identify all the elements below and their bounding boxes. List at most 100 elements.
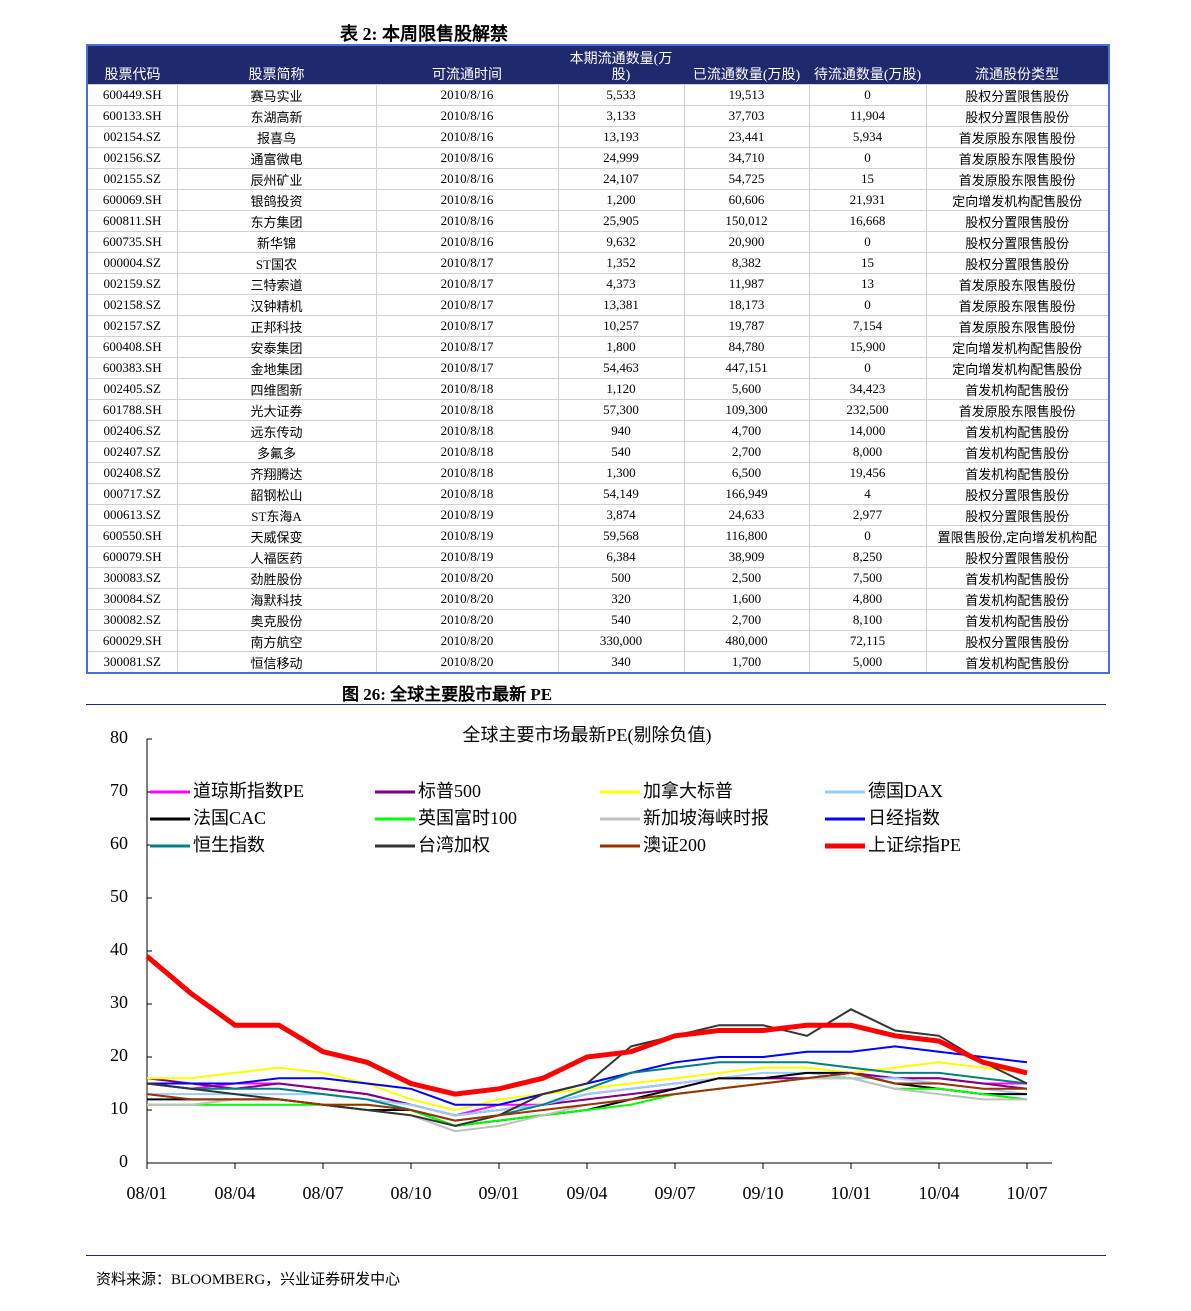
legend-label: 澳证200 <box>643 835 706 855</box>
table-cell: 24,633 <box>683 504 810 526</box>
y-tick-label: 60 <box>110 833 128 853</box>
table-cell: 天威保变 <box>176 525 377 547</box>
table-cell: 300084.SZ <box>86 588 178 610</box>
table-cell: 34,710 <box>683 147 810 169</box>
table-cell: 600383.SH <box>86 357 178 379</box>
table-cell: 2010/8/18 <box>375 399 559 421</box>
table-cell: 1,800 <box>557 336 685 358</box>
table-cell: 正邦科技 <box>176 315 377 337</box>
table-cell: 000613.SZ <box>86 504 178 526</box>
table-cell: 002407.SZ <box>86 441 178 463</box>
table-cell: 1,120 <box>557 378 685 400</box>
table-cell: 19,513 <box>683 84 810 106</box>
table-cell: 远东传动 <box>176 420 377 442</box>
table-cell: 首发原股东限售股份 <box>925 399 1110 421</box>
table-cell: 汉钟精机 <box>176 294 377 316</box>
y-tick-label: 40 <box>110 939 128 959</box>
table-cell: 002408.SZ <box>86 462 178 484</box>
table-cell: 股权分置限售股份 <box>925 210 1110 232</box>
table-cell: ST国农 <box>176 252 377 274</box>
table-cell: 19,456 <box>808 462 927 484</box>
y-tick-label: 80 <box>110 727 128 747</box>
table-cell: 2,700 <box>683 609 810 631</box>
table-row: 600550.SH 天威保变 2010/8/19 59,568 116,800 0 置限售股… <box>86 525 1110 547</box>
table-row: 002405.SZ 四维图新 2010/8/18 1,120 5,600 34,423 首发… <box>86 378 1110 400</box>
table-cell: 2010/8/20 <box>375 588 559 610</box>
table-cell: 恒信移动 <box>176 651 377 674</box>
column-header: 待流通数量(万股) <box>809 45 926 85</box>
table-row: 002407.SZ 多氟多 2010/8/18 540 2,700 8,000 首发机构配售… <box>86 441 1110 463</box>
table-cell: 3,874 <box>557 504 685 526</box>
table-cell: 2010/8/16 <box>375 147 559 169</box>
table-cell: 0 <box>808 525 927 547</box>
table-cell: 8,000 <box>808 441 927 463</box>
table-cell: 300082.SZ <box>86 609 178 631</box>
table-row: 600408.SH 安泰集团 2010/8/17 1,800 84,780 15,900 定… <box>86 336 1110 358</box>
table-cell: 定向增发机构配售股份 <box>925 357 1110 379</box>
table-cell: 7,500 <box>808 567 927 589</box>
table-cell: 首发原股东限售股份 <box>925 168 1110 190</box>
table-cell: 000717.SZ <box>86 483 178 505</box>
table-cell: 600735.SH <box>86 231 178 253</box>
table-cell: 2,700 <box>683 441 810 463</box>
table-cell: 首发机构配售股份 <box>925 378 1110 400</box>
y-tick-label: 50 <box>110 886 128 906</box>
table-cell: 15 <box>808 168 927 190</box>
table-cell: 2010/8/16 <box>375 168 559 190</box>
legend-label: 德国DAX <box>868 781 943 801</box>
table-cell: 15,900 <box>808 336 927 358</box>
table-cell: 劲胜股份 <box>176 567 377 589</box>
x-tick-label: 08/01 <box>126 1183 167 1203</box>
table-cell: 16,668 <box>808 210 927 232</box>
table-cell: 002406.SZ <box>86 420 178 442</box>
table-cell: 601788.SH <box>86 399 178 421</box>
table-cell: 报喜鸟 <box>176 126 377 148</box>
table-cell: 2010/8/17 <box>375 336 559 358</box>
table-cell: 116,800 <box>683 525 810 547</box>
y-tick-label: 20 <box>110 1045 128 1065</box>
table-cell: 002154.SZ <box>86 126 178 148</box>
table-cell: 002156.SZ <box>86 147 178 169</box>
table-cell: 15 <box>808 252 927 274</box>
table-cell: 4,700 <box>683 420 810 442</box>
table-row: 600811.SH 东方集团 2010/8/16 25,905 150,012 16,66… <box>86 210 1110 232</box>
table-cell: 股权分置限售股份 <box>925 546 1110 568</box>
table-cell: 三特索道 <box>176 273 377 295</box>
table-row: 002157.SZ 正邦科技 2010/8/17 10,257 19,787 7,154 首… <box>86 315 1110 337</box>
table-cell: 2010/8/18 <box>375 441 559 463</box>
table-row: 000613.SZ ST东海A 2010/8/19 3,874 24,633 2,977 股… <box>86 504 1110 526</box>
table-cell: 光大证券 <box>176 399 377 421</box>
table-cell: 25,905 <box>557 210 685 232</box>
table-cell: 首发原股东限售股份 <box>925 294 1110 316</box>
table-row: 300083.SZ 劲胜股份 2010/8/20 500 2,500 7,500 首发机构配… <box>86 567 1110 589</box>
table-cell: 8,250 <box>808 546 927 568</box>
table-cell: 1,600 <box>683 588 810 610</box>
figure-title: 图 26: 全球主要股市最新 PE <box>342 685 553 704</box>
table-cell: 600811.SH <box>86 210 178 232</box>
table-cell: 002405.SZ <box>86 378 178 400</box>
table-cell: 股权分置限售股份 <box>925 105 1110 127</box>
table-cell: 1,300 <box>557 462 685 484</box>
legend-label: 道琼斯指数PE <box>193 781 304 801</box>
table-row: 300081.SZ 恒信移动 2010/8/20 340 1,700 5,000 首发机构配… <box>86 651 1110 674</box>
table-cell: 59,568 <box>557 525 685 547</box>
table-cell: 57,300 <box>557 399 685 421</box>
table-row: 600383.SH 金地集团 2010/8/17 54,463 447,151 0 定向增发… <box>86 357 1110 379</box>
table-cell: 21,931 <box>808 189 927 211</box>
table-cell: 金地集团 <box>176 357 377 379</box>
legend-label: 恒生指数 <box>193 835 265 855</box>
source: 资料来源：BLOOMBERG，兴业证券研发中心 <box>96 1272 401 1288</box>
x-tick-label: 08/10 <box>390 1183 431 1203</box>
y-tick-label: 10 <box>110 1098 128 1118</box>
table-cell: 480,000 <box>683 630 810 652</box>
table-cell: 2010/8/16 <box>375 126 559 148</box>
table-cell: 0 <box>808 147 927 169</box>
table-cell: 54,149 <box>557 483 685 505</box>
column-header: 流通股份类型 <box>926 45 1109 85</box>
x-tick-label: 08/04 <box>214 1183 255 1203</box>
table-cell: 通富微电 <box>176 147 377 169</box>
legend-label: 法国CAC <box>193 808 266 828</box>
table-cell: 首发机构配售股份 <box>925 462 1110 484</box>
series-line <box>147 1077 1028 1127</box>
